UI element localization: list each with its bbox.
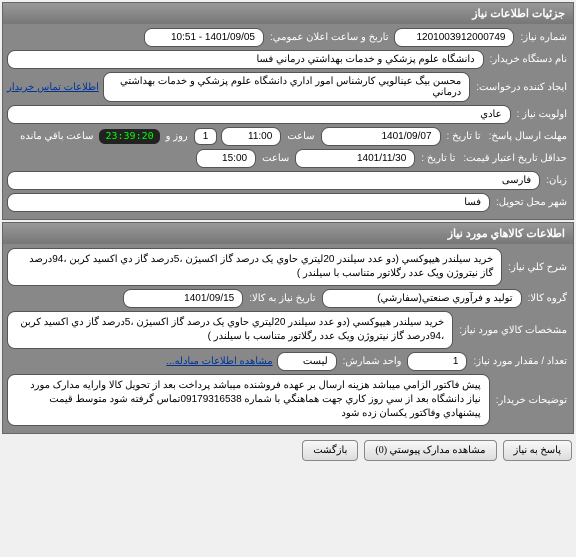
panel2-body: شرح کلي نياز: خريد سيلندر هيپوکسي (دو عد… — [3, 244, 573, 433]
need-date-label: تاريخ نياز به کالا: — [247, 293, 317, 304]
validity-to-label: تا تاريخ : — [419, 153, 457, 164]
reply-button[interactable]: پاسخ به نياز — [503, 440, 573, 461]
announce-date-label: تاريخ و ساعت اعلان عمومي: — [268, 32, 391, 43]
unit-value: ليست — [277, 352, 337, 371]
unit-info-link[interactable]: مشاهده اطلاعات مبادله... — [166, 356, 272, 367]
qty-label: تعداد / مقدار مورد نياز: — [471, 356, 569, 367]
spec-value: خريد سيلندر هيپوکسي (دو عدد سيلندر 20ليت… — [7, 311, 453, 349]
request-no-label: شماره نياز: — [518, 32, 569, 43]
group-label: گروه کالا: — [526, 293, 569, 304]
announce-date-value: 1401/09/05 - 10:51 — [144, 28, 264, 47]
time-label-2: ساعت — [260, 153, 291, 164]
action-buttons-row: پاسخ به نياز مشاهده مدارک پيوستي (0) باز… — [0, 436, 576, 465]
spec-label: مشخصات کالاي مورد نياز: — [457, 325, 569, 336]
need-details-panel: جزئيات اطلاعات نياز شماره نياز: 12010039… — [2, 2, 574, 220]
attachments-button[interactable]: مشاهده مدارک پيوستي (0) — [364, 440, 496, 461]
attachments-count: (0) — [375, 445, 387, 456]
deadline-date-value: 1401/09/07 — [321, 127, 441, 146]
deadline-time-value: 11:00 — [221, 127, 281, 146]
contact-link[interactable]: اطلاعات تماس خريدار — [7, 82, 99, 93]
attachments-button-label: مشاهده مدارک پيوستي — [390, 445, 486, 456]
qty-value: 1 — [407, 352, 467, 371]
to-date-label: تا تاريخ : — [445, 131, 483, 142]
unit-label: واحد شمارش: — [341, 356, 404, 367]
creator-label: ايجاد کننده درخواست: — [474, 82, 569, 93]
priority-value: عادي — [7, 105, 511, 124]
buyer-name-value: دانشگاه علوم پزشکي و خدمات بهداشتي درمان… — [7, 50, 484, 69]
city-label: شهر محل تحويل: — [494, 197, 569, 208]
days-label: روز و — [164, 131, 190, 142]
city-value: فسا — [7, 193, 490, 212]
validity-date-value: 1401/11/30 — [295, 149, 415, 168]
validity-time-value: 15:00 — [196, 149, 256, 168]
back-button[interactable]: بازگشت — [302, 440, 358, 461]
priority-label: اولويت نياز : — [515, 109, 569, 120]
lang-label: زبان: — [544, 175, 569, 186]
main-desc-value: خريد سيلندر هيپوکسي (دو عدد سيلندر 20ليت… — [7, 248, 502, 286]
request-no-value: 1201003912000749 — [394, 28, 514, 47]
buyer-name-label: نام دستگاه خريدار: — [488, 54, 569, 65]
time-label-1: ساعت — [285, 131, 316, 142]
deadline-label: مهلت ارسال پاسخ: — [487, 131, 569, 142]
panel1-body: شماره نياز: 1201003912000749 تاريخ و ساع… — [3, 24, 573, 219]
creator-value: محسن بيگ عينالويي کارشناس امور اداري دان… — [103, 72, 470, 102]
goods-info-panel: اطلاعات کالاهاي مورد نياز شرح کلي نياز: … — [2, 222, 574, 434]
group-value: توليد و فرآوري صنعتي(سفارشي) — [322, 289, 522, 308]
panel1-header: جزئيات اطلاعات نياز — [3, 3, 573, 24]
main-desc-label: شرح کلي نياز: — [506, 262, 569, 273]
panel2-header: اطلاعات کالاهاي مورد نياز — [3, 223, 573, 244]
countdown-timer: 23:39:20 — [99, 129, 159, 144]
notes-label: توضيحات خريدار: — [494, 395, 569, 406]
need-date-value: 1401/09/15 — [123, 289, 243, 308]
lang-value: فارسی — [7, 171, 540, 190]
notes-value: پيش فاکتور الزامي ميباشد هزينه ارسال بر … — [7, 374, 490, 426]
days-value: 1 — [194, 128, 218, 145]
validity-label: حداقل تاريخ اعتبار قيمت: — [461, 153, 569, 164]
remaining-label: ساعت باقي مانده — [18, 131, 95, 142]
